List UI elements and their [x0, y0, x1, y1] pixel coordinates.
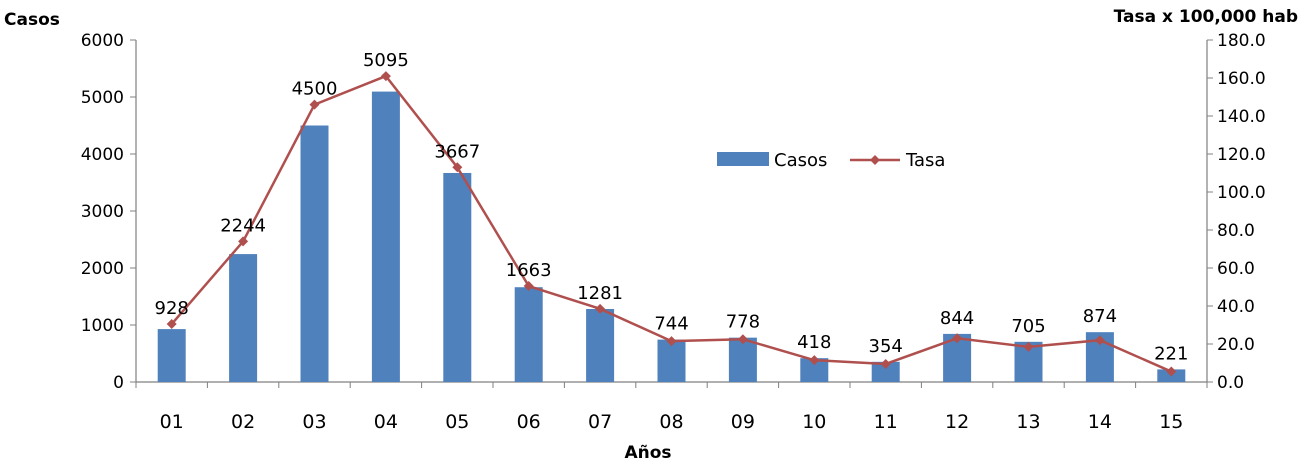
data-label-casos: 928	[155, 298, 189, 319]
right-tick-label: 80.0	[1217, 221, 1255, 241]
left-tick-label: 1000	[81, 316, 124, 336]
point-tasa	[809, 355, 820, 366]
bar-casos	[514, 287, 543, 382]
right-tick-label: 140.0	[1217, 107, 1266, 127]
left-tick-label: 6000	[81, 31, 124, 51]
x-tick-label: 04	[374, 411, 398, 433]
right-tick-label: 160.0	[1217, 69, 1266, 89]
right-tick-label: 40.0	[1217, 297, 1255, 317]
data-label-casos: 744	[654, 314, 688, 335]
legend: Casos Tasa	[717, 150, 945, 171]
bar-casos	[229, 254, 258, 382]
axes: 0 1000 2000 3000 4000 5000 6000 0.0 20.0 40.0 60.0…	[81, 31, 1266, 433]
x-tick-label: 08	[659, 411, 683, 433]
point-tasa	[1094, 335, 1105, 346]
right-axis-title: Tasa x 100,000 hab	[1114, 7, 1298, 27]
right-tick-label: 0.0	[1217, 373, 1244, 393]
left-tick-label: 4000	[81, 145, 124, 165]
point-tasa	[952, 333, 963, 344]
data-label-casos: 844	[940, 308, 974, 329]
left-tick-label: 3000	[81, 202, 124, 222]
x-tick-label: 05	[445, 411, 469, 433]
x-tick-label: 11	[874, 411, 898, 433]
bar-casos	[371, 91, 400, 383]
bar-casos	[157, 329, 186, 382]
right-tick-label: 20.0	[1217, 335, 1255, 355]
x-tick-label: 14	[1088, 411, 1112, 433]
data-label-casos: 4500	[292, 79, 338, 100]
data-label-casos: 705	[1011, 316, 1045, 337]
x-tick-label: 12	[945, 411, 969, 433]
right-tick-label: 60.0	[1217, 259, 1255, 279]
x-tick-label: 06	[517, 411, 541, 433]
x-tick-label: 02	[231, 411, 255, 433]
data-label-casos: 3667	[434, 141, 480, 162]
right-tick-label: 180.0	[1217, 31, 1266, 51]
right-tick-label: 100.0	[1217, 183, 1266, 203]
x-tick-label: 15	[1159, 411, 1183, 433]
bar-casos	[657, 339, 686, 382]
data-label-casos: 778	[726, 312, 760, 333]
point-tasa	[880, 358, 891, 369]
data-label-casos: 874	[1083, 306, 1117, 327]
data-labels: 928 2244 4500 5095 3667 1663 1281 744 778 418 354 8…	[155, 50, 1189, 364]
data-label-casos: 418	[797, 332, 831, 353]
x-tick-label: 09	[731, 411, 755, 433]
line-series-tasa	[166, 71, 1177, 377]
data-label-casos: 5095	[363, 50, 409, 71]
point-tasa	[1166, 366, 1177, 377]
legend-label-casos: Casos	[774, 150, 827, 171]
bar-casos	[443, 172, 472, 382]
point-tasa	[309, 99, 320, 110]
bar-casos	[586, 308, 615, 382]
x-tick-label: 13	[1016, 411, 1040, 433]
x-tick-label: 01	[160, 411, 184, 433]
x-tick-label: 10	[802, 411, 826, 433]
x-tick-label: 07	[588, 411, 612, 433]
left-tick-label: 5000	[81, 88, 124, 108]
point-tasa	[523, 281, 534, 292]
x-tick-label: 03	[302, 411, 326, 433]
data-label-casos: 354	[869, 336, 903, 357]
point-tasa	[380, 71, 391, 82]
data-label-casos: 1663	[506, 260, 552, 281]
point-tasa	[452, 162, 463, 173]
point-tasa	[595, 303, 606, 314]
right-tick-label: 120.0	[1217, 145, 1266, 165]
bar-casos	[300, 125, 329, 382]
legend-label-tasa: Tasa	[905, 150, 945, 171]
x-axis-title: Años	[624, 443, 671, 463]
data-label-casos: 2244	[220, 215, 266, 236]
data-label-casos: 221	[1154, 343, 1188, 364]
bar-casos	[871, 361, 900, 382]
data-label-casos: 1281	[577, 283, 623, 304]
legend-swatch-casos	[717, 152, 769, 166]
left-tick-label: 2000	[81, 259, 124, 279]
point-tasa	[166, 319, 177, 330]
point-tasa	[737, 334, 748, 345]
left-tick-label: 0	[113, 373, 124, 393]
point-tasa	[238, 236, 249, 247]
point-tasa	[666, 336, 677, 347]
bar-casos	[728, 337, 757, 382]
legend-marker-tasa	[870, 155, 880, 165]
point-tasa	[1023, 341, 1034, 352]
bar-casos	[800, 358, 829, 382]
left-axis-title: Casos	[4, 10, 60, 30]
